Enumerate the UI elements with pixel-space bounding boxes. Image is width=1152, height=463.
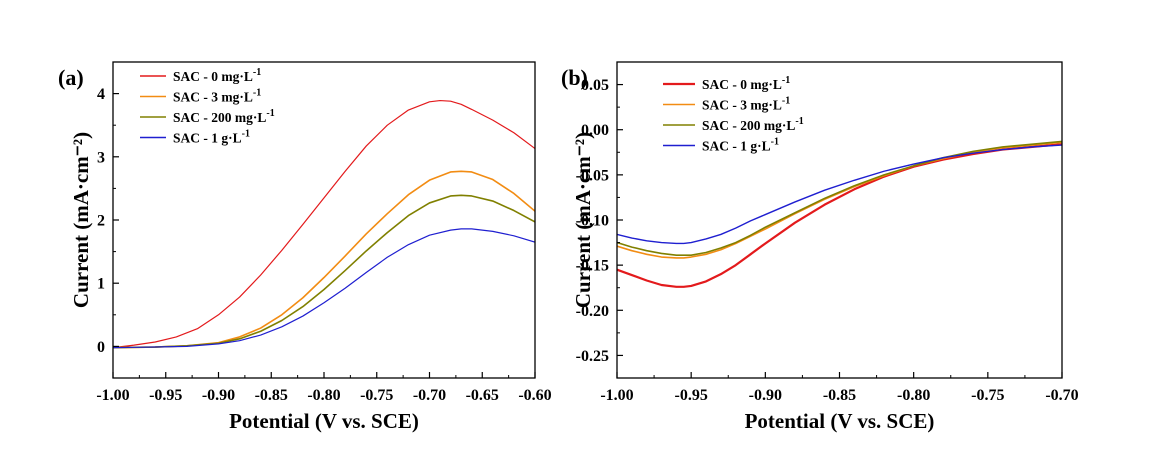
x-tick-label: -0.65 (466, 387, 499, 404)
series-line-2 (617, 142, 1062, 258)
x-tick-label: -1.00 (96, 387, 129, 404)
x-axis-label: Potential (V vs. SCE) (745, 409, 935, 433)
legend-label: SAC - 3 mg·L-1 (173, 88, 261, 105)
plot-frame (617, 62, 1062, 378)
y-tick-label: 0 (97, 339, 105, 356)
series-line-4 (113, 229, 535, 348)
x-tick-label: -0.85 (255, 387, 288, 404)
legend-label: SAC - 0 mg·L-1 (702, 75, 790, 92)
x-tick-label: -0.90 (202, 387, 235, 404)
y-axis-label: Current (mA·cm⁻²) (571, 132, 595, 308)
legend-superscript: -1 (782, 75, 790, 86)
y-tick-label: 3 (97, 149, 105, 166)
legend-superscript: -1 (771, 137, 779, 148)
y-tick-label: -0.25 (576, 348, 609, 365)
x-tick-label: -0.95 (675, 387, 708, 404)
legend-label: SAC - 1 g·L-1 (702, 137, 779, 154)
legend-label: SAC - 200 mg·L-1 (702, 116, 804, 133)
x-tick-label: -1.00 (600, 387, 633, 404)
legend-label: SAC - 200 mg·L-1 (173, 108, 275, 125)
x-tick-label: -0.70 (1045, 387, 1078, 404)
x-tick-label: -0.80 (307, 387, 340, 404)
legend-superscript: -1 (782, 96, 790, 107)
y-axis-label: Current (mA·cm⁻²) (69, 132, 93, 308)
x-tick-label: -0.60 (518, 387, 551, 404)
legend-label: SAC - 3 mg·L-1 (702, 96, 790, 113)
x-tick-label: -0.75 (360, 387, 393, 404)
legend-superscript: -1 (795, 116, 803, 127)
x-tick-label: -0.85 (823, 387, 856, 404)
legend-label: SAC - 1 g·L-1 (173, 129, 250, 146)
x-tick-label: -0.75 (971, 387, 1004, 404)
y-tick-label: 4 (97, 86, 105, 103)
series-line-4 (617, 145, 1062, 243)
series-line-1 (617, 144, 1062, 287)
x-axis-label: Potential (V vs. SCE) (229, 409, 419, 433)
chart-panel-a: -1.00 -0.95 -0.90 -0.85 -0.80 -0.75 -0.70 -0.65… (58, 62, 552, 433)
series-line-3 (113, 195, 535, 347)
x-tick-label: -0.80 (897, 387, 930, 404)
panel-label: (a) (58, 65, 84, 90)
legend-label: SAC - 0 mg·L-1 (173, 67, 261, 84)
figure: -1.00 -0.95 -0.90 -0.85 -0.80 -0.75 -0.70 -0.65… (0, 0, 1152, 463)
y-tick-label: 1 (97, 276, 105, 293)
x-tick-label: -0.90 (749, 387, 782, 404)
series-line-3 (617, 141, 1062, 255)
legend-superscript: -1 (242, 129, 250, 140)
x-tick-label: -0.95 (149, 387, 182, 404)
legend-superscript: -1 (253, 88, 261, 99)
panel-label: (b) (561, 65, 588, 90)
y-tick-label: 2 (97, 213, 105, 230)
legend-superscript: -1 (266, 108, 274, 119)
legend-superscript: -1 (253, 67, 261, 78)
x-tick-label: -0.70 (413, 387, 446, 404)
chart-panel-b: -1.00 -0.95 -0.90 -0.85 -0.80 -0.75 -0.700.050… (561, 62, 1079, 433)
